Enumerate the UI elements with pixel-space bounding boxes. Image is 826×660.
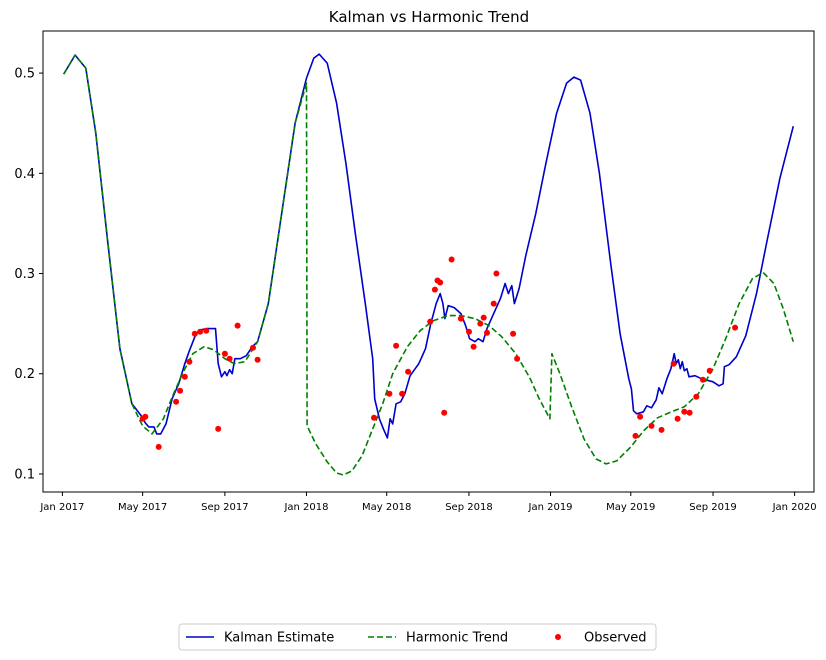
observed-point	[181, 373, 188, 380]
legend-observed-marker	[555, 634, 561, 640]
observed-point	[510, 330, 517, 337]
legend-label-kalman: Kalman Estimate	[224, 631, 334, 646]
chart-title: Kalman vs Harmonic Trend	[329, 8, 529, 26]
y-tick-label: 0.5	[14, 67, 35, 82]
x-tick-label: May 2017	[118, 502, 167, 513]
observed-point	[493, 270, 500, 277]
observed-point	[177, 387, 184, 394]
observed-point	[648, 422, 655, 429]
observed-point	[203, 327, 210, 334]
observed-point	[457, 315, 464, 322]
legend-frame	[178, 623, 657, 651]
observed-point	[437, 279, 444, 286]
y-tick-label: 0.3	[14, 267, 35, 282]
x-tick-label: Jan 2017	[39, 502, 84, 513]
observed-point	[234, 322, 241, 329]
observed-point	[514, 355, 521, 362]
plot-frame	[42, 30, 815, 493]
observed-point	[658, 426, 665, 433]
legend-label-observed: Observed	[584, 631, 647, 646]
observed-point	[693, 393, 700, 400]
observed-point	[191, 330, 198, 337]
x-tick-label: Sep 2019	[689, 502, 736, 513]
kalman-estimate-line	[63, 53, 795, 439]
observed-point	[226, 355, 233, 362]
observed-point	[477, 320, 484, 327]
observed-point	[470, 343, 477, 350]
observed-point	[371, 414, 377, 421]
observed-point	[670, 360, 677, 367]
observed-point	[686, 409, 693, 416]
observed-point	[197, 328, 204, 335]
observed-point	[490, 300, 497, 307]
observed-point	[215, 425, 222, 432]
observed-point	[441, 409, 448, 416]
observed-point	[386, 390, 393, 397]
legend-label-harmonic: Harmonic Trend	[406, 631, 508, 646]
x-tick-label: Sep 2017	[201, 502, 248, 513]
y-tick-label: 0.1	[14, 467, 35, 482]
observed-point	[700, 376, 706, 383]
observed-point	[466, 328, 472, 335]
observed-point	[427, 318, 434, 325]
x-tick-label: Sep 2018	[445, 502, 492, 513]
observed-point	[250, 344, 256, 351]
harmonic-trend-line	[63, 54, 795, 476]
observed-point	[186, 358, 193, 365]
observed-point	[674, 415, 681, 422]
x-tick-label: May 2019	[606, 502, 655, 513]
x-tick-label: Jan 2019	[528, 502, 573, 513]
observed-point	[405, 368, 412, 375]
observed-point	[155, 443, 162, 450]
observed-point	[732, 324, 739, 331]
observed-point	[431, 286, 438, 293]
x-tick-label: May 2018	[362, 502, 411, 513]
observed-point	[448, 256, 455, 263]
observed-point	[681, 408, 688, 415]
observed-point	[637, 413, 644, 420]
observed-point	[142, 413, 149, 420]
x-tick-label: Jan 2018	[283, 502, 328, 513]
observed-point	[480, 314, 487, 321]
legend: Kalman Estimate Harmonic Trend Observed	[178, 623, 657, 651]
y-tick-label: 0.4	[14, 167, 35, 182]
observed-point	[221, 350, 228, 357]
observed-point	[173, 398, 180, 405]
y-tick-label: 0.2	[14, 367, 35, 382]
observed-point	[254, 356, 261, 363]
observed-point	[484, 329, 490, 336]
observed-point	[393, 342, 400, 349]
observed-point	[399, 390, 406, 397]
observed-point	[706, 367, 713, 374]
x-tick-label: Jan 2020	[772, 502, 817, 513]
observed-point	[632, 432, 639, 439]
